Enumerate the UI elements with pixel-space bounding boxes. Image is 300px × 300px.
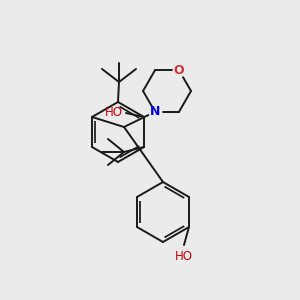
Text: HO: HO <box>105 106 123 118</box>
Text: HO: HO <box>175 250 193 263</box>
Text: O: O <box>174 64 184 77</box>
Text: N: N <box>150 105 160 118</box>
